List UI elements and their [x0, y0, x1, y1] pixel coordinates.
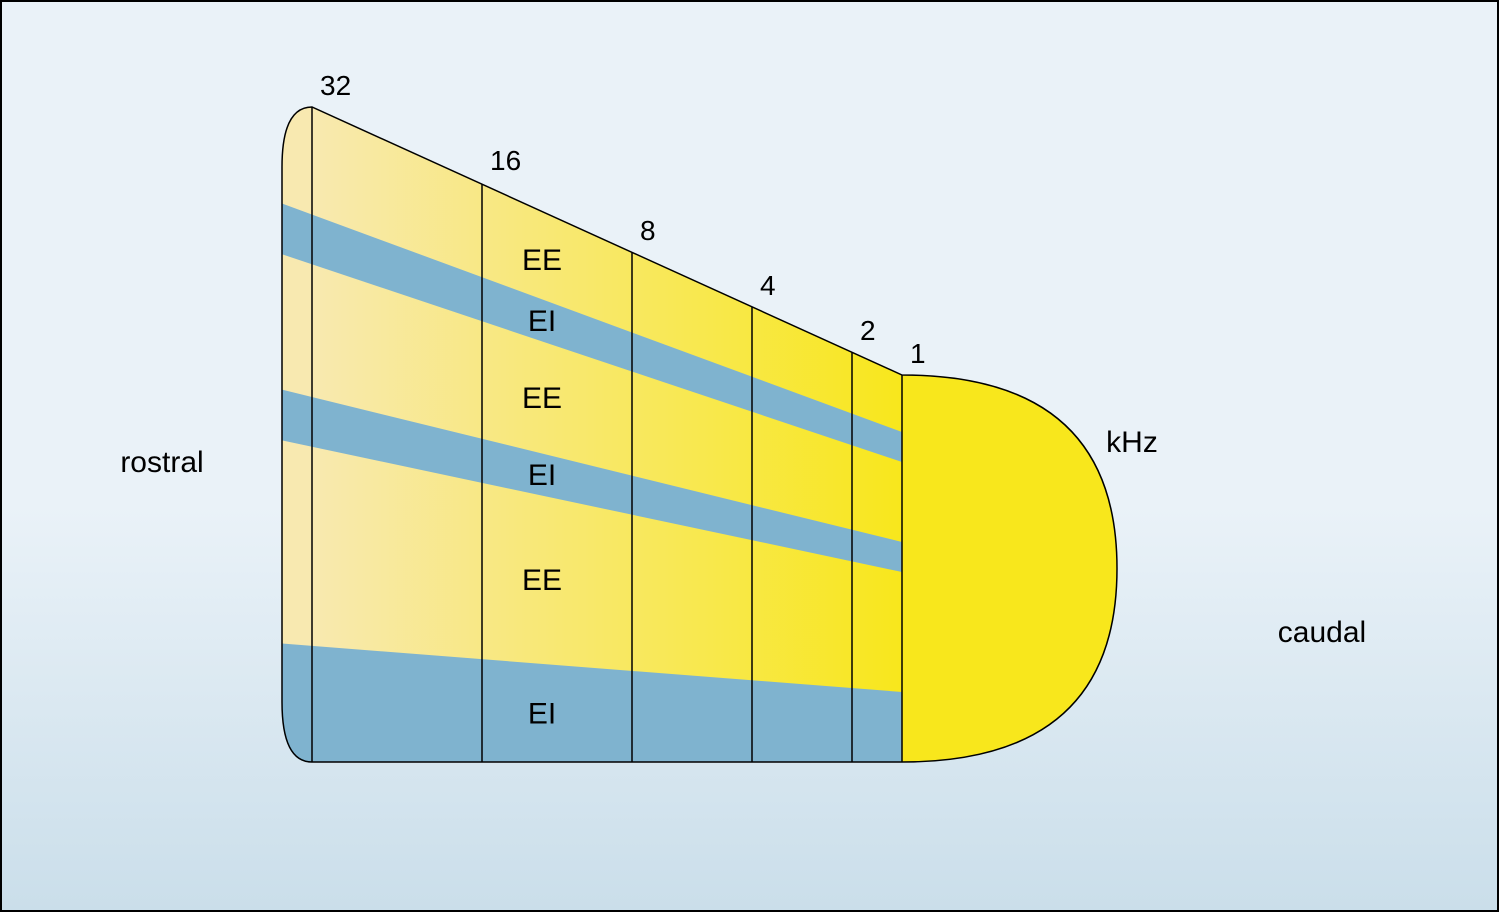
frequency-tick-label: 2 — [860, 315, 876, 346]
frequency-tick-label: 1 — [910, 338, 926, 369]
band-label-ei: EI — [528, 697, 556, 730]
band-label-ei: EI — [528, 305, 556, 338]
diagram-svg: EE EI EE EI EE EI 32 16 8 4 2 1 rostral caudal kHz — [2, 2, 1499, 912]
frequency-tick-label: 16 — [490, 145, 521, 176]
frequency-tick-label: 4 — [760, 270, 776, 301]
label-rostral: rostral — [120, 446, 203, 479]
band-label-ee: EE — [522, 244, 562, 277]
diagram-frame: EE EI EE EI EE EI 32 16 8 4 2 1 rostral caudal kHz — [0, 0, 1499, 912]
band-label-ee: EE — [522, 564, 562, 597]
band-label-ei: EI — [528, 459, 556, 492]
frequency-tick-label: 32 — [320, 70, 351, 101]
frequency-tick-label: 8 — [640, 215, 656, 246]
label-caudal: caudal — [1278, 616, 1366, 649]
label-unit-khz: kHz — [1106, 426, 1158, 459]
band-label-ee: EE — [522, 382, 562, 415]
